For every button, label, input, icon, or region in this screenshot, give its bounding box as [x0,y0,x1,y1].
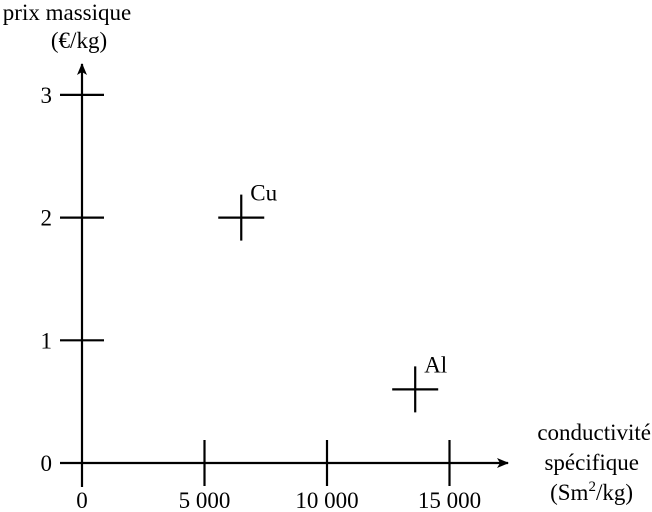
data-point-al: Al [392,352,447,413]
y-tick-label: 2 [41,206,53,231]
y-axis-label-line2: (€/kg) [51,28,107,53]
y-tick-label: 3 [41,83,53,108]
data-point-label: Al [424,352,447,377]
y-tick-label: 1 [41,328,53,353]
data-point-cu: Cu [218,181,278,241]
y-tick-label: 0 [41,451,53,476]
x-tick-label: 15 000 [418,488,481,512]
x-tick-label: 5 000 [179,488,231,512]
x-axis-label-line1: conductivité [537,420,651,445]
y-axis-label-line1: prix massique [3,0,131,25]
x-tick-label: 0 [76,488,88,512]
x-axis-label-line2: spécifique [544,450,639,475]
x-tick-label: 10 000 [295,488,358,512]
x-axis-label-line3: (Sm2/kg) [550,479,633,505]
data-point-label: Cu [250,181,277,206]
